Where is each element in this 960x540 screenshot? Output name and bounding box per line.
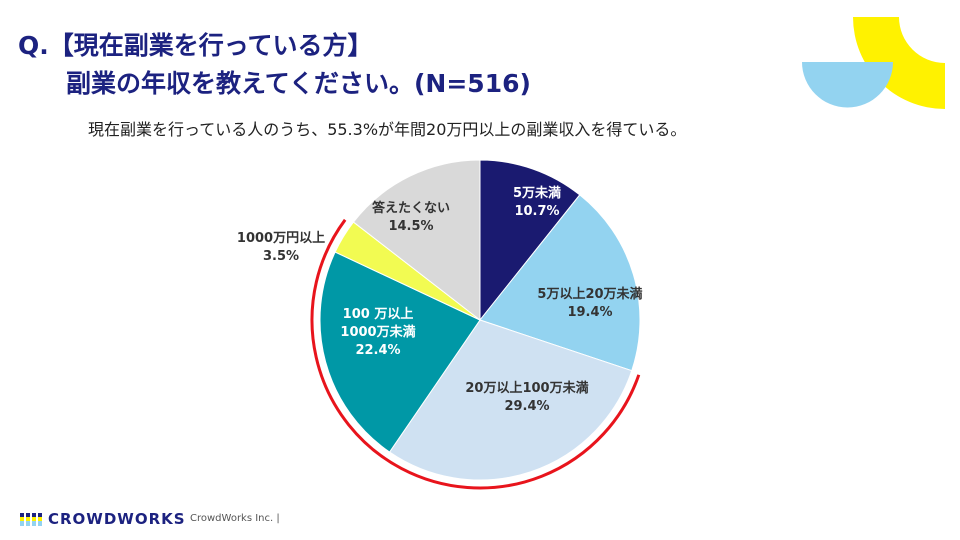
page-title-line2: 副業の年収を教えてください。(N=516) — [66, 69, 531, 98]
logo-text: CROWDWORKS — [48, 510, 186, 528]
slice-value-label: 22.4% — [355, 343, 400, 358]
slice-value-label: 29.4% — [504, 399, 549, 414]
pie-slice — [388, 319, 633, 481]
blue-half-circle — [802, 62, 893, 108]
company-name: CrowdWorks Inc. | — [190, 513, 280, 524]
slice-category-label: 1000万円以上 — [237, 231, 325, 246]
slice-category-label: 1000万未満 — [340, 324, 415, 340]
slice-value-label: 19.4% — [567, 305, 612, 320]
slice-category-label: 100 万以上 — [343, 307, 414, 322]
highlight-arc — [310, 218, 641, 490]
slice-category-label: 5万未満 — [513, 185, 561, 201]
pie-slice — [319, 251, 481, 453]
slice-value-label: 14.5% — [388, 219, 433, 234]
page-title-line1: Q.【現在副業を行っている方】 — [18, 31, 373, 60]
pie-slice — [479, 194, 641, 372]
slice-category-label: 20万以上100万未満 — [465, 380, 588, 396]
slice-category-label: 5万以上20万未満 — [537, 286, 642, 302]
subtitle: 現在副業を行っている人のうち、55.3%が年間20万円以上の副業収入を得ている。 — [88, 120, 687, 139]
logo-mark-icon — [20, 512, 42, 526]
crowdworks-logo: CROWDWORKS — [20, 510, 186, 528]
slice-value-label: 10.7% — [514, 204, 559, 219]
slice-value-label: 3.5% — [263, 249, 299, 264]
yellow-quarter-ring — [853, 17, 945, 109]
pie-slice — [352, 159, 481, 322]
slice-category-label: 答えたくない — [372, 200, 450, 216]
pie-slice — [479, 159, 581, 322]
